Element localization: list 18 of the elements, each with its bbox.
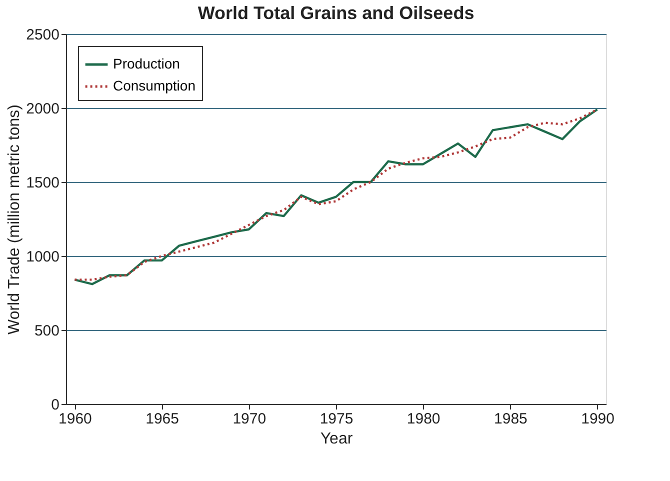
x-tick-label: 1990	[581, 410, 614, 428]
x-axis-title: Year	[320, 430, 354, 448]
chart-title: World Total Grains and Oilseeds	[198, 3, 474, 23]
legend-label: Consumption	[113, 78, 196, 94]
legend-label: Production	[113, 56, 180, 72]
y-tick-label: 2500	[26, 26, 60, 44]
y-axis-title: World Trade (million metric tons)	[6, 104, 24, 334]
x-tick-label: 1960	[58, 410, 92, 428]
y-tick-label: 1500	[26, 174, 60, 192]
y-tick-label: 500	[34, 322, 60, 340]
y-tick-label: 2000	[26, 100, 60, 118]
y-tick-label: 0	[51, 396, 60, 414]
x-tick-label: 1970	[232, 410, 266, 428]
x-tick-label: 1975	[320, 410, 354, 428]
y-tick-label: 1000	[26, 248, 60, 266]
x-tick-label: 1965	[146, 410, 179, 428]
x-tick-label: 1980	[406, 410, 440, 428]
x-tick-label: 1985	[494, 410, 528, 428]
